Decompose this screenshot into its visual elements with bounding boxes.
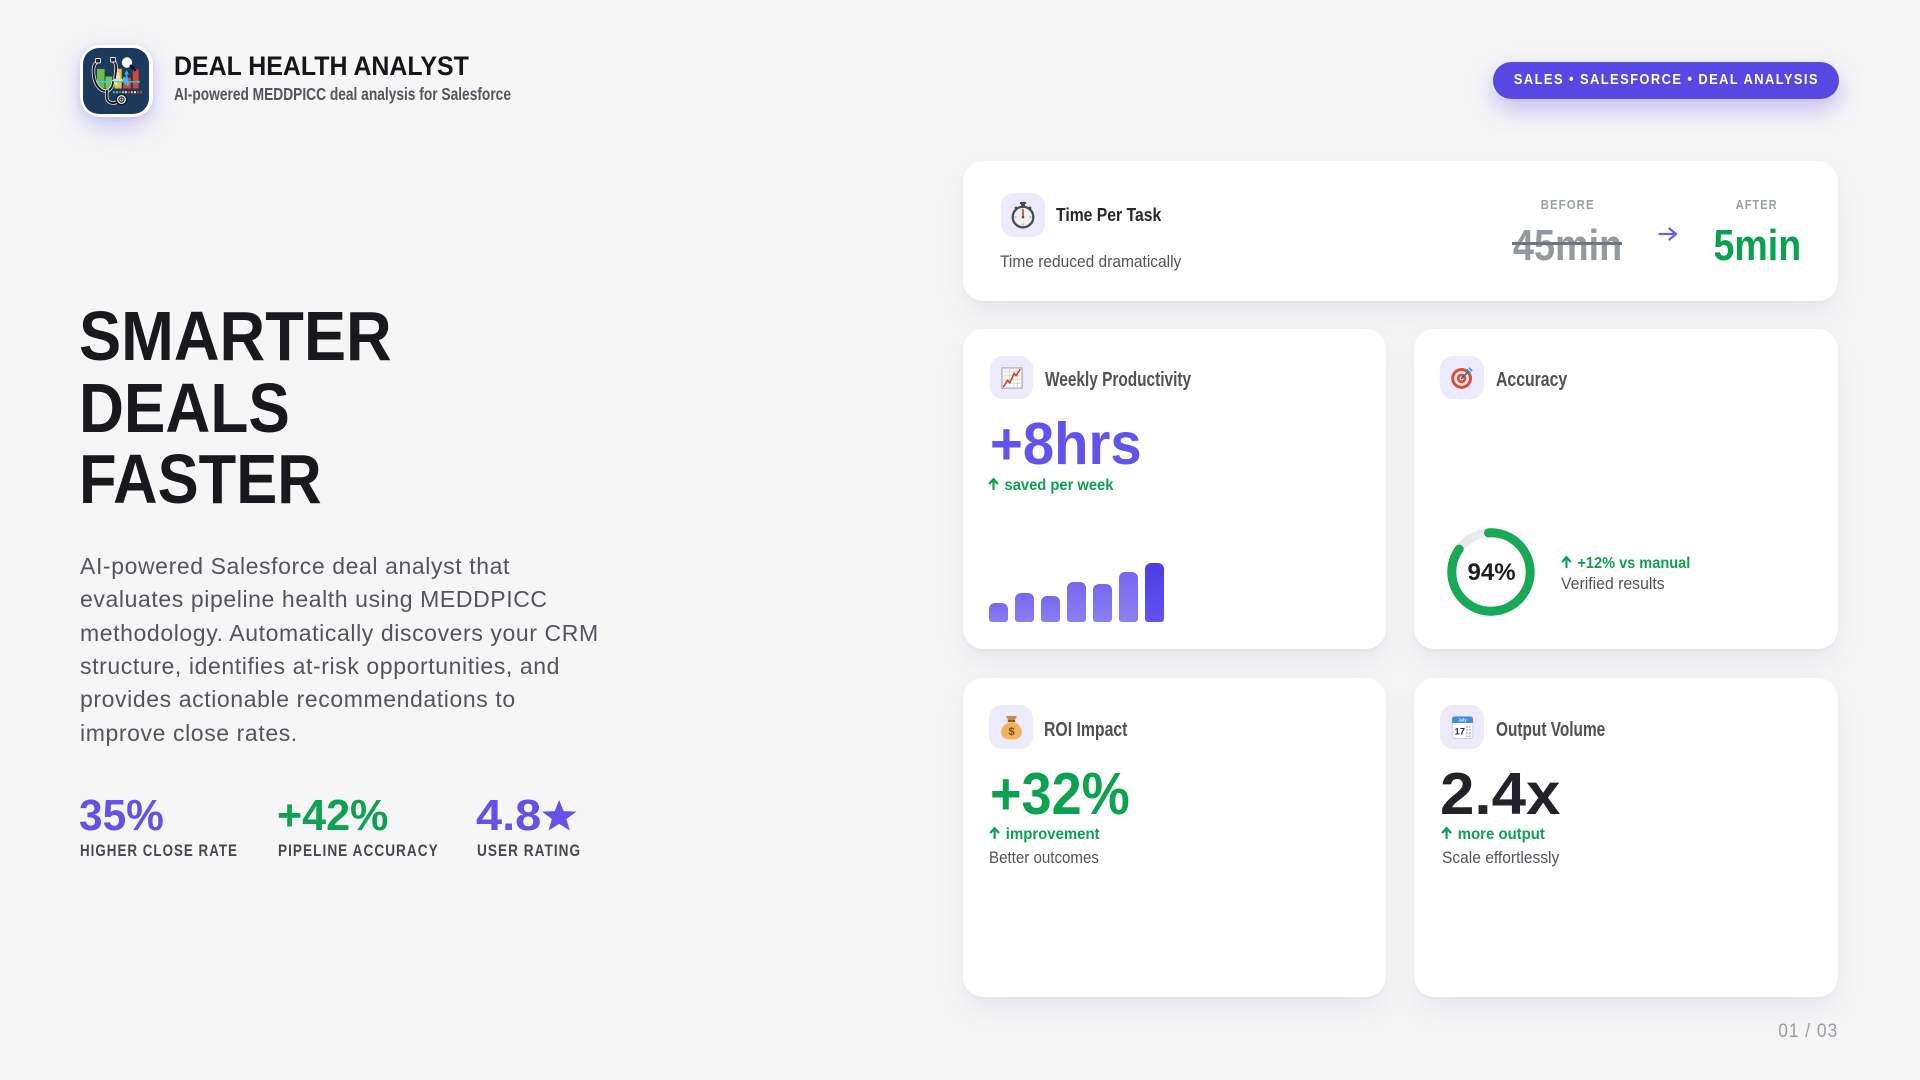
svg-text:July: July	[1458, 717, 1467, 722]
svg-text:$: $	[1008, 725, 1015, 737]
svg-text:17: 17	[1454, 726, 1465, 737]
